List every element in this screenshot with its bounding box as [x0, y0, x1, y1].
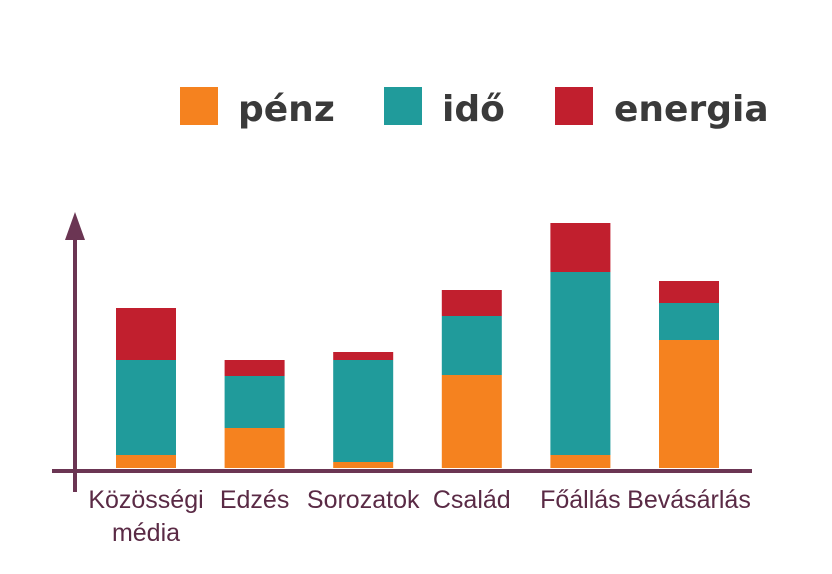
legend-swatch-2: [555, 87, 593, 125]
legend-label-1: idő: [442, 89, 505, 130]
legend-label-2: energia: [614, 89, 769, 130]
bar-segment-2-2: [333, 352, 394, 360]
x-tick-label: Bevásárlás: [627, 486, 751, 514]
bar-segment-3-0: [441, 375, 502, 468]
bar-segment-1-0: [224, 428, 285, 468]
y-axis-arrow: [65, 212, 85, 240]
bar-segment-2-0: [333, 462, 394, 468]
x-tick-label: Sorozatok: [307, 486, 420, 514]
bar-segment-3-2: [441, 290, 502, 316]
bar-segment-0-0: [116, 455, 176, 468]
bar-segment-4-1: [550, 272, 611, 455]
bar-segment-4-0: [550, 455, 611, 468]
bar-segment-5-1: [659, 303, 719, 340]
x-tick-label: Közösségi: [88, 486, 203, 514]
bar-segment-5-2: [659, 281, 719, 303]
bar-segment-0-2: [116, 308, 176, 360]
legend-swatch-1: [384, 87, 422, 125]
bars: [116, 223, 719, 468]
x-axis-labels: Közösségi média Edzés Sorozatok Család Főállá…: [88, 486, 751, 547]
legend-label-0: pénz: [238, 89, 335, 130]
x-tick-label: Család: [433, 486, 511, 514]
bar-segment-1-1: [224, 376, 285, 428]
legend: pénz idő energia: [180, 87, 769, 130]
legend-swatch-0: [180, 87, 218, 125]
bar-segment-1-2: [224, 360, 285, 376]
bar-segment-3-1: [441, 316, 502, 375]
x-tick-label: média: [112, 519, 180, 547]
x-tick-label: Edzés: [220, 486, 289, 514]
bar-segment-4-2: [550, 223, 611, 272]
bar-segment-2-1: [333, 360, 394, 462]
x-tick-label: Főállás: [540, 486, 621, 514]
bar-segment-5-0: [659, 340, 719, 468]
bar-segment-0-1: [116, 360, 176, 455]
axes: [52, 212, 752, 492]
